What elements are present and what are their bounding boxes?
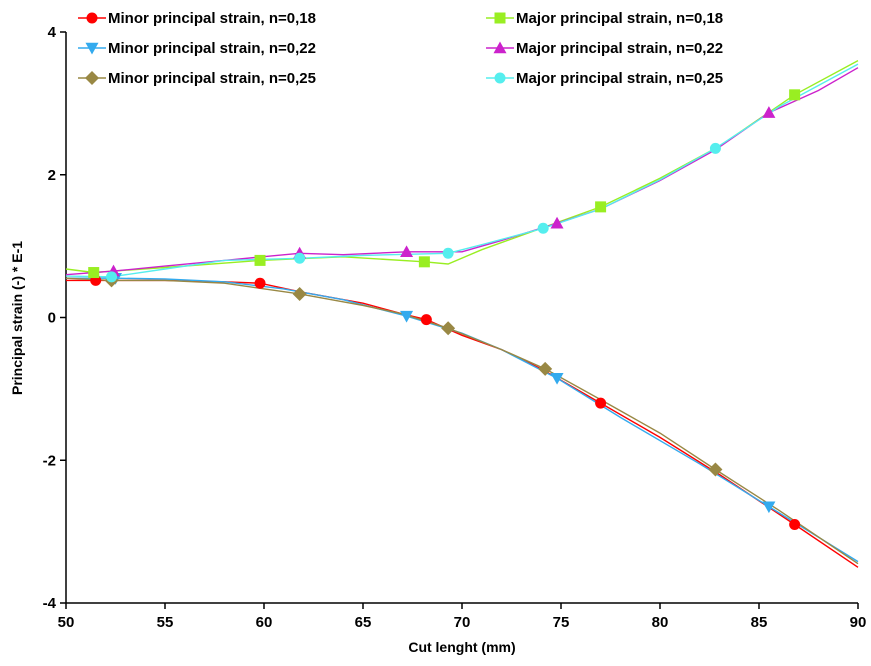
- series-4-marker: [595, 201, 607, 213]
- legend-label: Major principal strain, n=0,22: [516, 40, 723, 57]
- series-1-marker: [789, 518, 801, 530]
- legend-item-6: Major principal strain, n=0,25: [486, 70, 723, 87]
- legend: Minor principal strain, n=0,18 Minor prin…: [78, 10, 723, 87]
- series-4-marker: [418, 256, 430, 268]
- series-4-marker: [254, 254, 266, 266]
- axes: [65, 32, 858, 604]
- series-2-marker: [400, 310, 414, 323]
- series-5-marker: [400, 245, 414, 258]
- x-tick-label: 60: [256, 614, 273, 631]
- x-axis-label: Cut lenght (mm): [408, 639, 515, 655]
- y-tick-label: 0: [48, 310, 56, 327]
- y-tick-label: -4: [43, 595, 57, 612]
- x-tick-label: 55: [157, 614, 174, 631]
- series-line-4: [65, 59, 859, 274]
- series-2-marker: [550, 372, 564, 385]
- series-5-marker: [550, 216, 564, 229]
- x-tick-label: 70: [454, 614, 471, 631]
- legend-marker: [494, 12, 506, 24]
- x-tick-label: 85: [751, 614, 768, 631]
- legend-marker: [494, 72, 506, 84]
- series-3-marker: [708, 462, 723, 477]
- series-3-marker: [441, 321, 456, 336]
- series-5-marker: [762, 106, 776, 118]
- series-lines: [65, 59, 859, 568]
- legend-marker: [85, 42, 99, 55]
- legend-item-3: Minor principal strain, n=0,25: [78, 70, 316, 87]
- series-1-marker: [420, 314, 432, 326]
- legend-label: Major principal strain, n=0,18: [516, 10, 723, 27]
- series-markers: [88, 89, 801, 530]
- ticks: 50 55 60 65 70 75 80 85 90 -4 -2 0 2 4: [43, 24, 867, 631]
- y-axis-label: Principal strain (-) * E-1: [9, 241, 25, 395]
- series-3-marker: [292, 286, 307, 301]
- legend-label: Major principal strain, n=0,25: [516, 70, 723, 87]
- series-line-2: [66, 277, 859, 563]
- legend-label: Minor principal strain, n=0,22: [108, 40, 316, 57]
- legend-label: Minor principal strain, n=0,18: [108, 10, 316, 27]
- x-tick-label: 50: [58, 614, 75, 631]
- legend-marker: [85, 71, 99, 85]
- x-tick-label: 75: [553, 614, 570, 631]
- series-line-5: [65, 67, 859, 276]
- series-6-marker: [442, 247, 454, 259]
- series-3-marker: [538, 361, 553, 376]
- series-2-marker: [762, 501, 776, 514]
- series-4-marker: [88, 267, 100, 279]
- legend-item-2: Minor principal strain, n=0,22: [78, 40, 316, 57]
- x-tick-label: 80: [652, 614, 669, 631]
- legend-item-4: Major principal strain, n=0,18: [486, 10, 723, 27]
- series-6-marker: [294, 252, 306, 264]
- y-tick-label: 4: [48, 24, 57, 41]
- legend-marker: [493, 41, 507, 54]
- series-line-1: [66, 279, 859, 568]
- series-1-marker: [595, 397, 607, 409]
- legend-item-5: Major principal strain, n=0,22: [486, 40, 723, 57]
- series-line-6: [65, 63, 859, 278]
- series-line-3: [65, 277, 859, 565]
- y-tick-label: -2: [43, 452, 56, 469]
- series-1-marker: [254, 277, 266, 289]
- legend-label: Minor principal strain, n=0,25: [108, 70, 316, 87]
- series-6-marker: [709, 142, 721, 154]
- legend-item-1: Minor principal strain, n=0,18: [78, 10, 316, 27]
- series-4-marker: [789, 89, 801, 101]
- x-tick-label: 65: [355, 614, 372, 631]
- series-6-marker: [106, 271, 118, 283]
- y-tick-label: 2: [48, 167, 56, 184]
- x-tick-label: 90: [850, 614, 867, 631]
- legend-marker: [86, 12, 98, 24]
- series-6-marker: [537, 222, 549, 234]
